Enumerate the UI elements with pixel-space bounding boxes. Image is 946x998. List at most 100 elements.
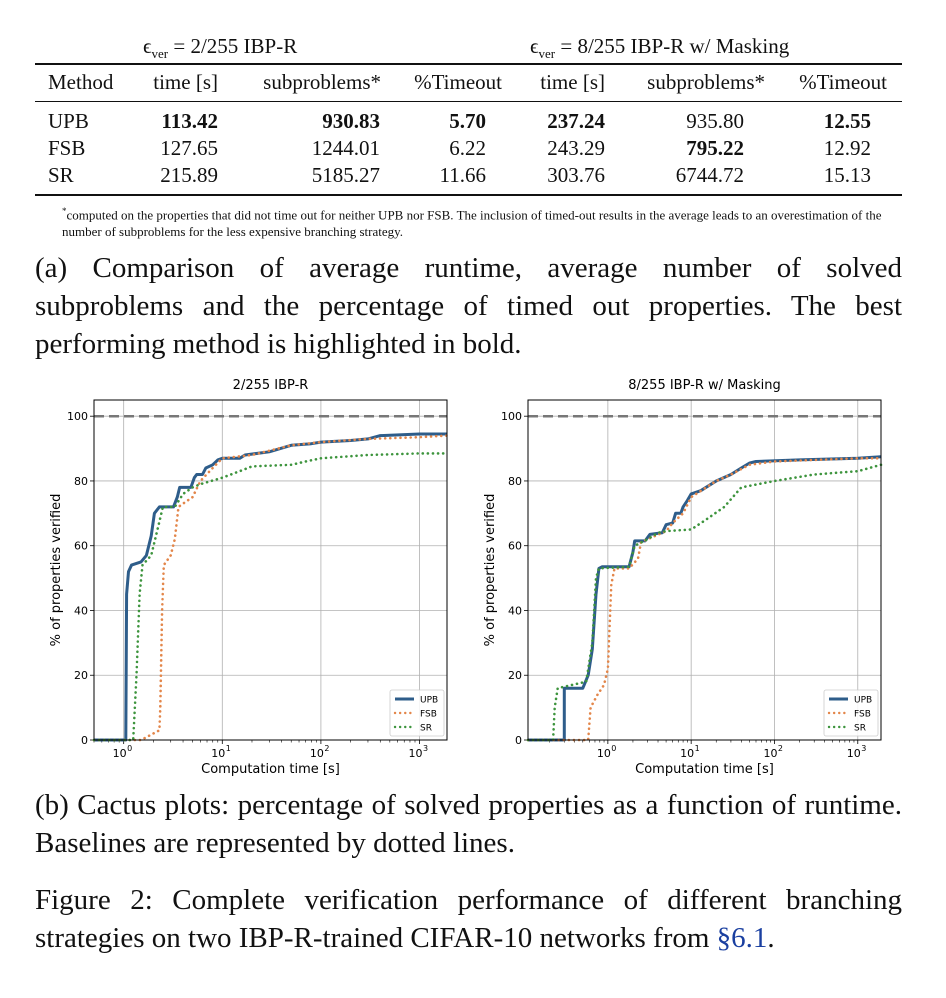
- legend-label: SR: [854, 724, 866, 734]
- value-cell: 15.13: [823, 163, 871, 187]
- x-tick-label: 10: [310, 747, 324, 760]
- legend: UPB FSB SR: [823, 689, 879, 737]
- col-method: Method: [48, 70, 114, 94]
- col-subproblems-1: subproblems*: [263, 70, 381, 94]
- caption-b: (b) Cactus plots: percentage of solved p…: [35, 789, 902, 859]
- col-timeout-1: %Timeout: [414, 70, 502, 94]
- method-cell: UPB: [48, 109, 89, 133]
- figure-caption: Figure 2: Complete verification performa…: [35, 881, 902, 957]
- y-tick-label: 0: [515, 734, 522, 747]
- legend-label: SR: [420, 724, 432, 734]
- value-cell: 12.55: [823, 109, 871, 133]
- epsilon-symbol: ϵ: [530, 34, 539, 58]
- y-tick-label: 80: [74, 475, 88, 488]
- x-tick-label: 10: [597, 747, 611, 760]
- y-tick-label: 0: [81, 734, 88, 747]
- value-cell: 113.42: [161, 109, 218, 133]
- value-cell: 11.66: [439, 163, 486, 187]
- x-tick-exponent: 1: [226, 744, 231, 753]
- col-time-1: time [s]: [153, 70, 218, 94]
- chart-title: 8/255 IBP-R w/ Masking: [628, 378, 781, 393]
- epsilon-subscript: ver: [538, 46, 556, 62]
- epsilon-subscript: ver: [151, 46, 169, 62]
- plot-frame: [93, 399, 448, 741]
- col-subproblems-2: subproblems*: [647, 70, 765, 94]
- x-tick-label: 10: [680, 747, 694, 760]
- value-cell: 243.29: [547, 136, 605, 160]
- figure-caption-text: Figure 2: Complete verification performa…: [35, 884, 902, 954]
- legend-label: UPB: [420, 696, 438, 706]
- group-header-8-255: ϵver = 8/255 IBP-R w/ Masking: [530, 34, 789, 62]
- y-tick-label: 100: [67, 410, 88, 423]
- table-header-row: Method time [s] subproblems* %Timeout ti…: [0, 70, 946, 96]
- caption-a: (a) Comparison of average runtime, avera…: [35, 252, 902, 360]
- x-tick-label: 10: [211, 747, 225, 760]
- method-cell: FSB: [48, 136, 86, 160]
- mid-rule: [35, 101, 902, 102]
- x-tick-exponent: 2: [778, 744, 783, 753]
- series-line-sr: [92, 452, 449, 742]
- y-axis-label: % of properties verified: [49, 494, 64, 647]
- legend-label: UPB: [854, 696, 872, 706]
- legend-box: [389, 689, 445, 737]
- group-header-text: = 8/255 IBP-R w/ Masking: [555, 34, 790, 58]
- legend-label: FSB: [854, 710, 871, 720]
- value-cell: 5185.27: [311, 163, 380, 187]
- value-cell: 12.92: [823, 136, 871, 160]
- table-row: FSB 127.65 1244.01 6.22 243.29 795.22 12.92: [0, 136, 946, 162]
- group-header-2-255: ϵver = 2/255 IBP-R: [143, 34, 297, 62]
- y-axis-label: % of properties verified: [483, 494, 498, 647]
- x-tick-exponent: 1: [695, 744, 700, 753]
- bottom-rule: [35, 194, 902, 196]
- epsilon-symbol: ϵ: [143, 34, 152, 58]
- x-tick-label: 10: [763, 747, 777, 760]
- section-link[interactable]: §6.1: [716, 922, 768, 954]
- x-tick-label: 10: [409, 747, 423, 760]
- value-cell: 5.70: [449, 109, 486, 133]
- x-axis-label: Computation time [s]: [201, 762, 340, 777]
- top-rule: [35, 63, 902, 65]
- chart-title: 2/255 IBP-R: [233, 378, 309, 393]
- legend: UPB FSB SR: [389, 689, 445, 737]
- value-cell: 127.65: [160, 136, 218, 160]
- x-tick-exponent: 2: [324, 744, 329, 753]
- y-tick-label: 80: [508, 475, 522, 488]
- y-tick-label: 20: [508, 669, 522, 682]
- x-tick-label: 10: [113, 747, 127, 760]
- value-cell: 935.80: [686, 109, 744, 133]
- value-cell: 237.24: [547, 109, 605, 133]
- value-cell: 6.22: [449, 136, 486, 160]
- x-tick-label: 10: [847, 747, 861, 760]
- series-line-fsb: [92, 434, 449, 742]
- value-cell: 930.83: [322, 109, 380, 133]
- value-cell: 6744.72: [675, 163, 744, 187]
- series-line-upb: [528, 455, 882, 742]
- value-cell: 215.89: [160, 163, 218, 187]
- x-tick-exponent: 0: [611, 744, 616, 753]
- y-tick-label: 40: [74, 604, 88, 617]
- col-time-2: time [s]: [540, 70, 605, 94]
- y-tick-label: 100: [501, 410, 522, 423]
- table-row: UPB 113.42 930.83 5.70 237.24 935.80 12.55: [0, 109, 946, 135]
- value-cell: 795.22: [686, 136, 744, 160]
- footnote-text: computed on the properties that did not …: [62, 207, 882, 240]
- y-tick-label: 40: [508, 604, 522, 617]
- figure-caption-end: .: [767, 922, 775, 954]
- plot-frame: [527, 399, 882, 741]
- series-line-sr: [526, 463, 883, 742]
- group-header-text: = 2/255 IBP-R: [168, 34, 298, 58]
- y-tick-label: 60: [74, 540, 88, 553]
- col-timeout-2: %Timeout: [799, 70, 887, 94]
- legend-label: FSB: [420, 710, 437, 720]
- footnote-mark: *: [62, 206, 67, 216]
- value-cell: 1244.01: [311, 136, 380, 160]
- table-footnote: *computed on the properties that did not…: [62, 203, 882, 240]
- value-cell: 303.76: [547, 163, 605, 187]
- legend-box: [823, 689, 879, 737]
- x-tick-exponent: 3: [861, 744, 866, 753]
- x-axis-label: Computation time [s]: [635, 762, 774, 777]
- x-tick-exponent: 3: [423, 744, 428, 753]
- y-tick-label: 60: [508, 540, 522, 553]
